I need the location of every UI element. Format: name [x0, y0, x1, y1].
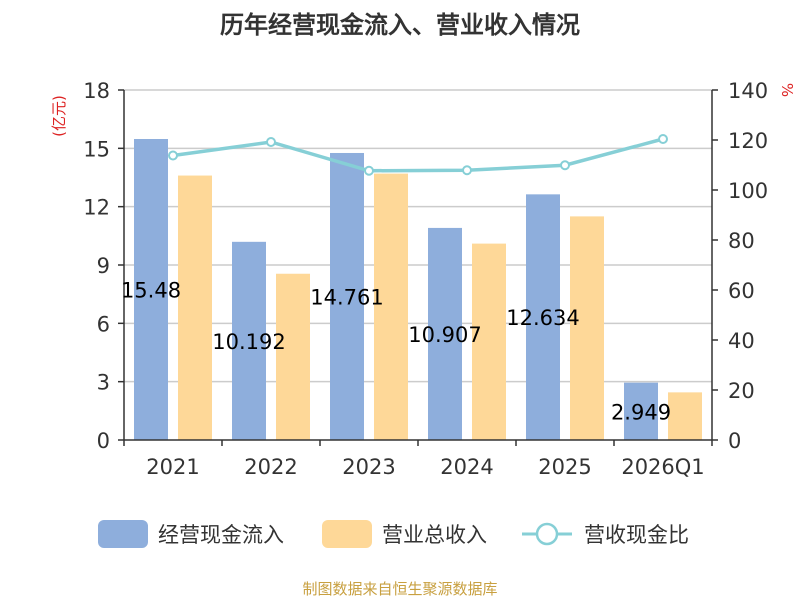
source-note: 制图数据来自恒生聚源数据库: [302, 580, 497, 598]
y-right-tick-label: 120: [728, 129, 768, 153]
bar-经营现金流入-2026Q1: [624, 382, 658, 440]
line-营收现金比: [172, 137, 664, 173]
y-right-tick-label: 40: [728, 329, 755, 353]
bar-经营现金流入-2025: [526, 194, 560, 440]
x-tick-label: 2021: [146, 455, 199, 479]
bar-value-label: 15.48: [121, 279, 181, 303]
legend-label-营业总收入: 营业总收入: [382, 523, 487, 547]
y-right-tick-label: 100: [728, 179, 768, 203]
bar-value-label: 2.949: [611, 400, 671, 424]
x-tick-label: 2026Q1: [621, 455, 704, 479]
bar-value-label: 14.761: [310, 285, 383, 309]
bar-value-label: 10.192: [212, 330, 285, 354]
legend-label-营收现金比: 营收现金比: [584, 523, 689, 547]
x-tick-label: 2022: [244, 455, 297, 479]
point-营收现金比-2022: [266, 137, 276, 147]
legend-swatch-经营现金流入: [98, 520, 148, 548]
bar-经营现金流入-2021: [134, 139, 168, 440]
bar-营业总收入-2026Q1: [668, 392, 702, 440]
bar-营业总收入-2025: [570, 216, 604, 440]
y-left-tick-label: 9: [97, 254, 110, 278]
bar-labels: 15.48 10.192 14.761 10.907 12.634 2.949: [121, 279, 671, 425]
y-right-tick-label: 60: [728, 279, 755, 303]
ratio-line-series: [168, 134, 668, 176]
y-left-tick-label: 12: [83, 196, 110, 220]
bar-营业总收入-2021: [178, 175, 212, 441]
point-营收现金比-2021: [168, 150, 178, 161]
chart-title: 历年经营现金流入、营业收入情况: [220, 11, 580, 39]
bar-value-label: 12.634: [506, 306, 579, 330]
y-right-label: %: [778, 83, 796, 97]
y-right-tick-label: 80: [728, 229, 755, 253]
point-营收现金比-2024: [462, 165, 472, 176]
legend-marker-营收现金比: [535, 522, 559, 546]
bar-营业总收入-2022: [276, 273, 310, 440]
legend-swatch-营业总收入: [322, 520, 372, 548]
bar-营业总收入-2023: [374, 173, 408, 440]
axes: 0 3 6 9 12 15 18 0 20 40 60 80 100 120 140 2021 2022 2023…: [83, 79, 768, 479]
legend: 经营现金流入 营业总收入 营收现金比: [98, 520, 689, 548]
point-营收现金比-2026Q1: [658, 134, 668, 144]
y-right-tick-label: 140: [728, 79, 768, 103]
y-left-label: (亿元): [50, 95, 68, 137]
point-营收现金比-2025: [560, 160, 570, 171]
bar-经营现金流入-2023: [330, 152, 364, 440]
legend-label-经营现金流入: 经营现金流入: [158, 523, 284, 547]
bar-营业总收入-2024: [472, 243, 506, 440]
bar-value-label: 10.907: [408, 323, 481, 347]
y-left-tick-label: 6: [97, 312, 110, 336]
bar-经营现金流入-2024: [428, 227, 462, 440]
point-营收现金比-2023: [364, 165, 374, 176]
x-tick-label: 2024: [440, 455, 493, 479]
bars: [134, 139, 702, 441]
x-tick-label: 2025: [538, 455, 591, 479]
x-tick-label: 2023: [342, 455, 395, 479]
y-left-tick-label: 0: [97, 429, 110, 453]
y-right-tick-label: 0: [728, 429, 741, 453]
y-right-tick-label: 20: [728, 379, 755, 403]
y-left-tick-label: 3: [97, 371, 110, 395]
y-left-tick-label: 15: [83, 137, 110, 161]
y-left-tick-label: 18: [83, 79, 110, 103]
bar-经营现金流入-2022: [232, 241, 266, 440]
